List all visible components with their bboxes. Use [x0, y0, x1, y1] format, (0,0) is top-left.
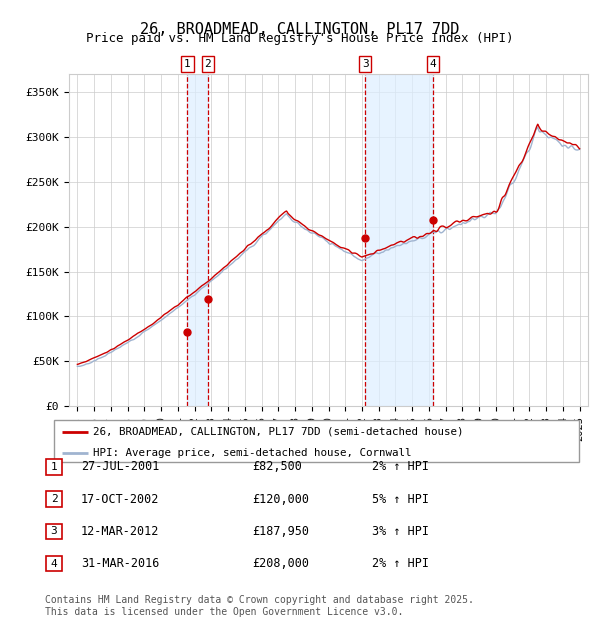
Bar: [365, 74, 433, 406]
Text: 2% ↑ HPI: 2% ↑ HPI: [372, 557, 429, 570]
Text: £82,500: £82,500: [252, 461, 302, 473]
FancyBboxPatch shape: [54, 420, 579, 462]
Text: 26, BROADMEAD, CALLINGTON, PL17 7DD: 26, BROADMEAD, CALLINGTON, PL17 7DD: [140, 22, 460, 37]
Text: 12-MAR-2012: 12-MAR-2012: [81, 525, 160, 538]
Text: 31-MAR-2016: 31-MAR-2016: [81, 557, 160, 570]
Text: 3% ↑ HPI: 3% ↑ HPI: [372, 525, 429, 538]
Text: 4: 4: [50, 559, 58, 569]
FancyBboxPatch shape: [46, 459, 62, 475]
Text: 3: 3: [50, 526, 58, 536]
Text: Price paid vs. HM Land Registry's House Price Index (HPI): Price paid vs. HM Land Registry's House …: [86, 32, 514, 45]
Text: 2: 2: [50, 494, 58, 504]
Bar: [187, 74, 208, 406]
FancyBboxPatch shape: [46, 523, 62, 539]
Text: 5% ↑ HPI: 5% ↑ HPI: [372, 493, 429, 505]
Text: 1: 1: [184, 59, 191, 69]
Text: 2% ↑ HPI: 2% ↑ HPI: [372, 461, 429, 473]
Text: Contains HM Land Registry data © Crown copyright and database right 2025.
This d: Contains HM Land Registry data © Crown c…: [45, 595, 474, 617]
Text: 1: 1: [50, 462, 58, 472]
Text: £120,000: £120,000: [252, 493, 309, 505]
Text: 27-JUL-2001: 27-JUL-2001: [81, 461, 160, 473]
Text: £208,000: £208,000: [252, 557, 309, 570]
Text: 17-OCT-2002: 17-OCT-2002: [81, 493, 160, 505]
Text: 26, BROADMEAD, CALLINGTON, PL17 7DD (semi-detached house): 26, BROADMEAD, CALLINGTON, PL17 7DD (sem…: [94, 427, 464, 436]
Text: 2: 2: [205, 59, 211, 69]
Text: 4: 4: [430, 59, 437, 69]
Text: £187,950: £187,950: [252, 525, 309, 538]
FancyBboxPatch shape: [46, 491, 62, 507]
Text: HPI: Average price, semi-detached house, Cornwall: HPI: Average price, semi-detached house,…: [94, 448, 412, 458]
FancyBboxPatch shape: [46, 556, 62, 572]
Text: 3: 3: [362, 59, 369, 69]
